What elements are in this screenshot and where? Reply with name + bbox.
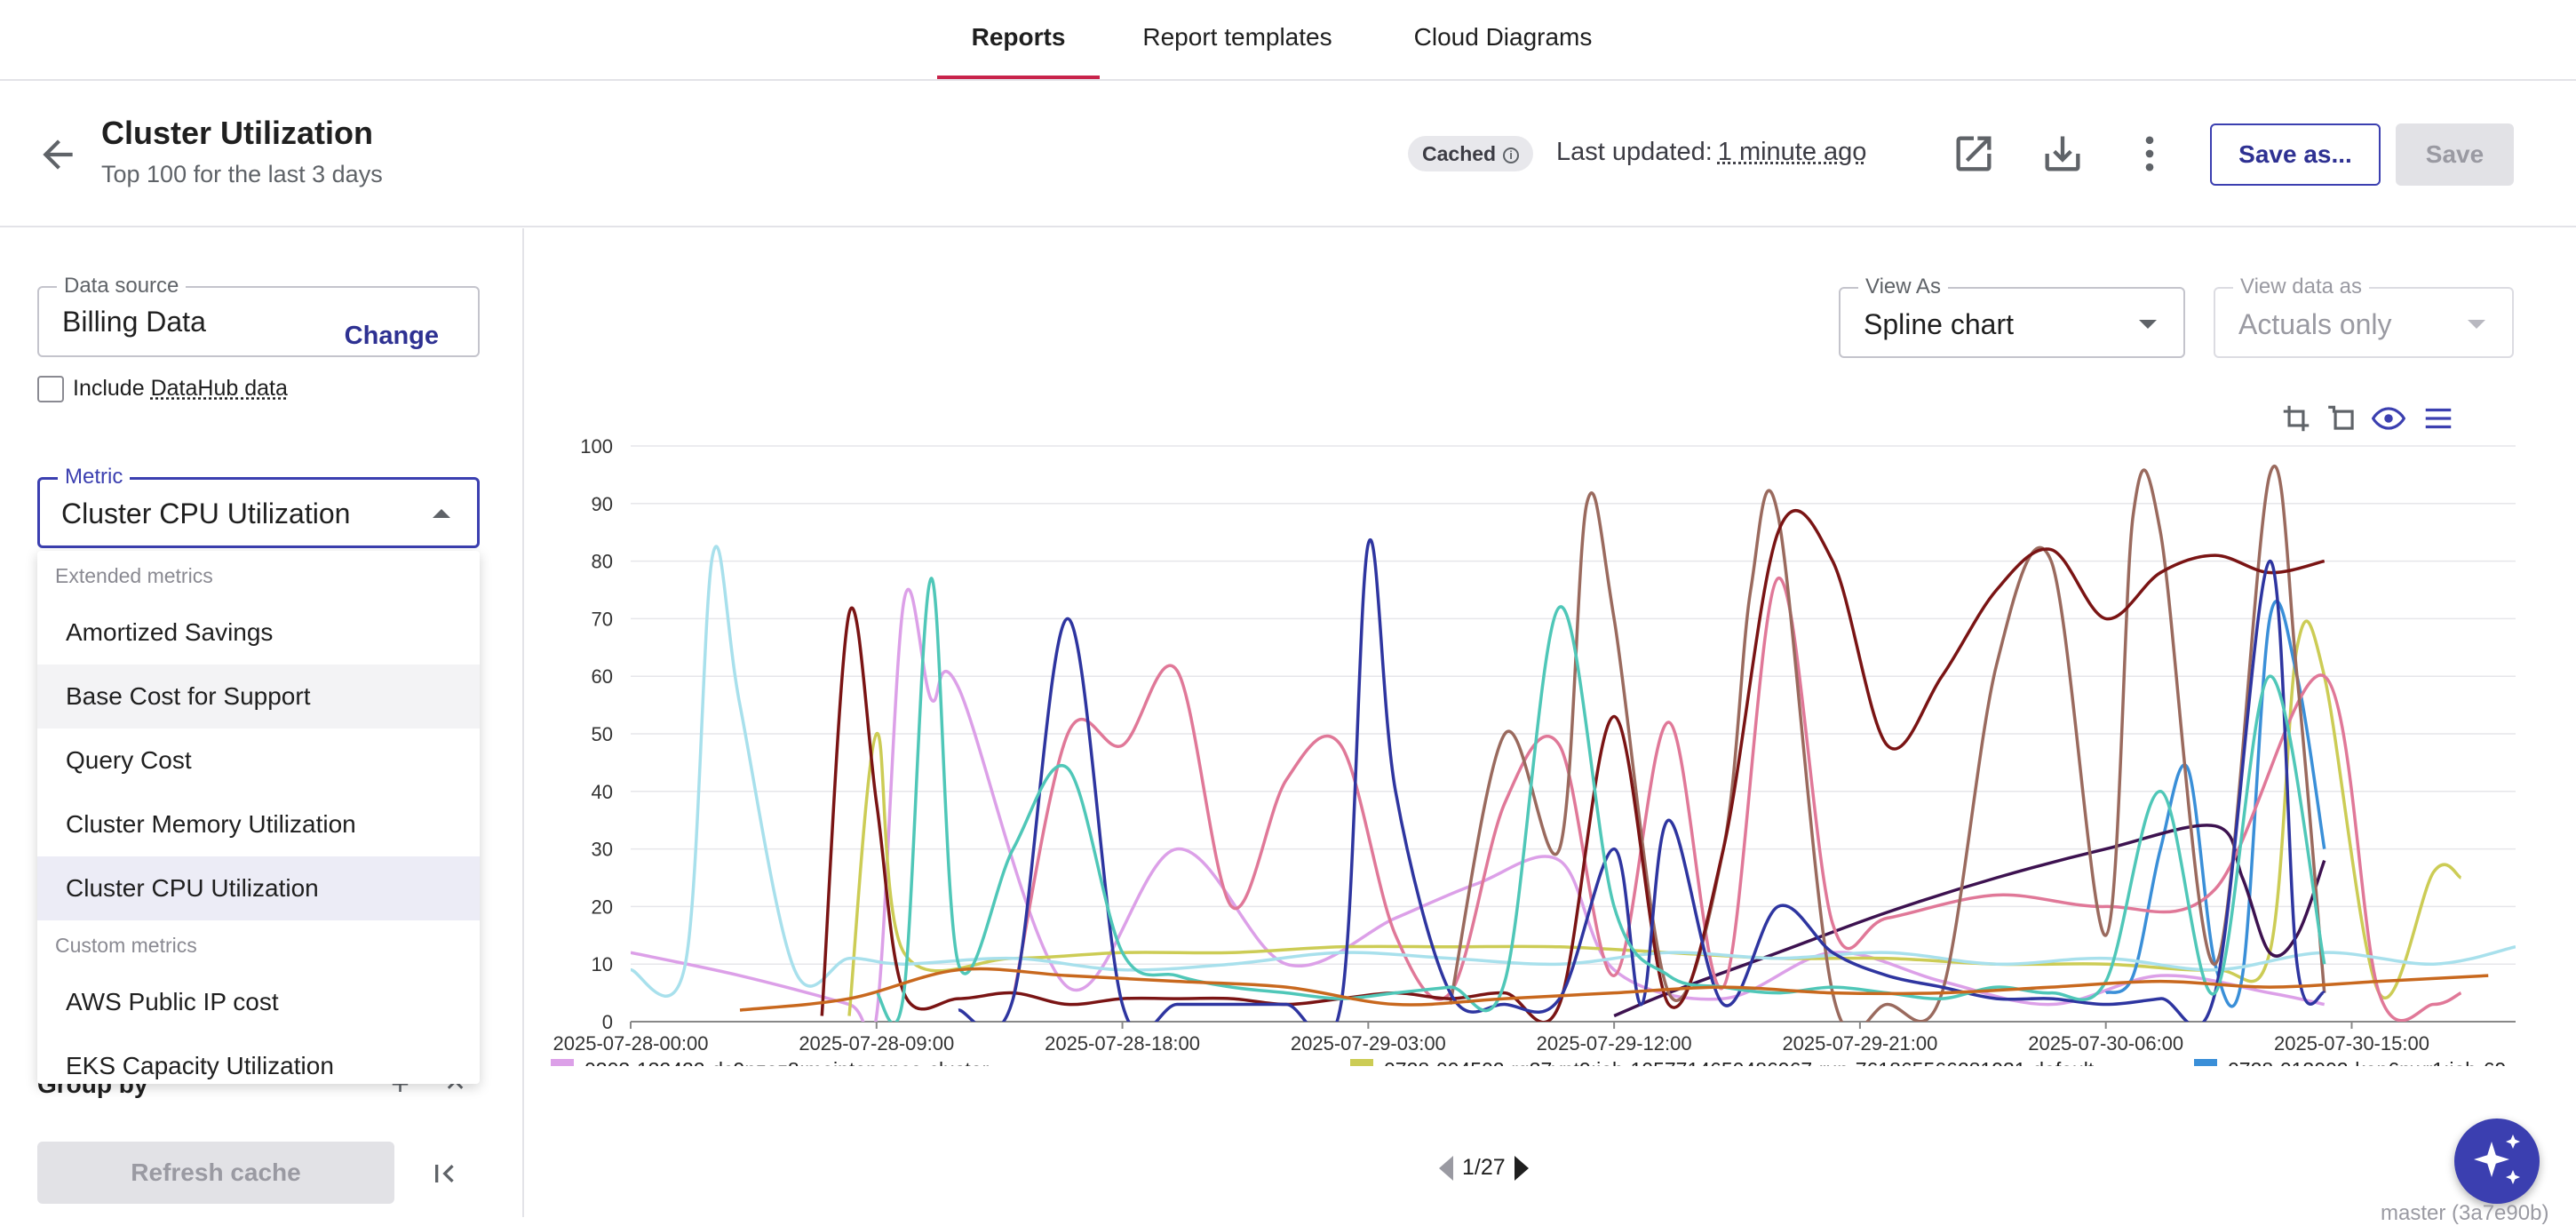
info-icon[interactable]: i: [1503, 147, 1520, 163]
tab-cloud-diagrams[interactable]: Cloud Diagrams: [1413, 23, 1593, 51]
legend-swatch: [1350, 1059, 1373, 1066]
tab-reports[interactable]: Reports: [937, 0, 1100, 79]
y-tick-label: 70: [592, 608, 613, 630]
page-title: Cluster Utilization: [101, 115, 374, 151]
dropdown-item-cluster-memory-utilization[interactable]: Cluster Memory Utilization: [66, 810, 356, 838]
x-tick-label: 2025-07-28-18:00: [1045, 1032, 1200, 1055]
y-tick-label: 90: [592, 493, 613, 515]
y-tick-label: 30: [592, 839, 613, 861]
report-header: Cluster Utilization Top 100 for the last…: [0, 81, 2576, 227]
x-tick-label: 2025-07-30-06:00: [2028, 1032, 2183, 1055]
legend-item: 0728-013002-kap6pwr1;job-69: [2228, 1058, 2506, 1066]
series-line: [1011, 577, 2462, 1022]
caret-up-icon: [433, 509, 450, 518]
y-tick-label: 100: [580, 435, 613, 458]
view-data-as-value: Actuals only: [2238, 308, 2392, 340]
y-tick-label: 0: [602, 1011, 613, 1033]
y-tick-label: 20: [592, 896, 613, 918]
caret-down-icon: [2468, 320, 2485, 329]
series-line: [739, 967, 2489, 1012]
dropdown-item-eks-capacity-utilization[interactable]: EKS Capacity Utilization: [66, 1052, 334, 1079]
metric-label: Metric: [58, 465, 131, 490]
download-icon[interactable]: [2039, 131, 2086, 177]
reset-zoom-icon[interactable]: [2326, 402, 2359, 435]
data-source-value: Billing Data: [62, 306, 206, 338]
metric-dropdown: Extended metrics Amortized Savings Base …: [37, 551, 480, 1084]
dropdown-item-amortized-savings[interactable]: Amortized Savings: [66, 618, 274, 646]
y-tick-label: 80: [592, 551, 613, 573]
series-line: [875, 577, 2326, 1022]
view-data-as-select[interactable]: View data as Actuals only: [2214, 275, 2514, 358]
last-updated: Last updated: 1 minute ago: [1556, 138, 1866, 167]
series-line: [1448, 465, 2326, 1022]
next-page-icon[interactable]: [1514, 1156, 1529, 1182]
spline-chart: 0 10 20 30 40 50 60 70 80 90 100 2025-07-28-00:00 20…: [551, 435, 2516, 1066]
save-as-button[interactable]: Save as...: [2210, 123, 2381, 186]
x-tick-label: 2025-07-28-00:00: [553, 1032, 709, 1055]
series-line: [958, 538, 2326, 1022]
legend-item: 0303-132422-dc9nzoz8;maintenance-cluster: [584, 1058, 990, 1066]
view-as-label: View As: [1858, 275, 1948, 299]
dropdown-item-base-cost-for-support[interactable]: Base Cost for Support: [37, 665, 480, 728]
data-source-field[interactable]: Data source Billing Data Change: [37, 274, 480, 357]
dropdown-group-label: Extended metrics: [55, 564, 213, 587]
change-data-source-button[interactable]: Change: [344, 322, 439, 350]
data-source-label: Data source: [57, 274, 187, 299]
y-tick-label: 50: [592, 723, 613, 745]
dropdown-group-label: Custom metrics: [55, 934, 197, 957]
view-as-select[interactable]: View As Spline chart: [1839, 275, 2185, 358]
x-tick-label: 2025-07-28-09:00: [799, 1032, 954, 1055]
menu-icon[interactable]: [2421, 402, 2455, 435]
include-datahub-checkbox[interactable]: [37, 376, 64, 402]
version-label: master (3a7e90b): [2381, 1201, 2549, 1225]
series-line: [820, 509, 2326, 1022]
x-tick-label: 2025-07-29-12:00: [1537, 1032, 1692, 1055]
view-data-as-label: View data as: [2233, 275, 2369, 299]
datahub-link[interactable]: DataHub data: [150, 376, 288, 401]
series-line: [631, 545, 2516, 998]
metric-select[interactable]: Metric Cluster CPU Utilization: [37, 465, 480, 548]
dropdown-item-cluster-cpu-utilization[interactable]: Cluster CPU Utilization: [37, 856, 480, 920]
pager-text: 1/27: [1462, 1155, 1506, 1180]
last-updated-label: Last updated:: [1556, 138, 1713, 166]
series-line: [631, 587, 2326, 1022]
cached-badge: Cached i: [1408, 136, 1534, 171]
last-updated-value: 1 minute ago: [1717, 138, 1867, 166]
legend-swatch: [551, 1059, 574, 1066]
y-tick-label: 10: [592, 953, 613, 975]
caret-down-icon: [2139, 320, 2157, 329]
cached-label: Cached: [1422, 142, 1497, 165]
view-as-value: Spline chart: [1864, 308, 2014, 340]
eye-icon[interactable]: [2372, 402, 2405, 435]
save-button[interactable]: Save: [2396, 123, 2514, 186]
sidebar: Data source Billing Data Change Include …: [0, 228, 524, 1217]
ai-assistant-button[interactable]: [2454, 1119, 2540, 1204]
legend-item: 0728-004502-rq37ynt9;job-105771465048696…: [1384, 1058, 2095, 1066]
y-tick-label: 60: [592, 665, 613, 688]
zoom-select-icon[interactable]: [2279, 402, 2313, 435]
include-prefix: Include: [73, 376, 145, 401]
y-tick-label: 40: [592, 781, 613, 803]
include-datahub-label: Include DataHub data: [73, 376, 288, 402]
series-line: [2104, 600, 2326, 1008]
more-vert-icon[interactable]: [2127, 131, 2173, 177]
x-tick-label: 2025-07-30-15:00: [2274, 1032, 2429, 1055]
x-tick-label: 2025-07-29-21:00: [1782, 1032, 1937, 1055]
refresh-cache-button[interactable]: Refresh cache: [37, 1142, 394, 1204]
x-tick-label: 2025-07-29-03:00: [1291, 1032, 1446, 1055]
dropdown-item-query-cost[interactable]: Query Cost: [66, 746, 192, 774]
legend-swatch: [2194, 1059, 2217, 1066]
sparkle-icon: [2474, 1134, 2520, 1184]
page-subtitle: Top 100 for the last 3 days: [101, 161, 383, 187]
open-external-icon[interactable]: [1951, 131, 1997, 177]
dropdown-item-aws-public-ip-cost[interactable]: AWS Public IP cost: [66, 988, 279, 1015]
top-nav: Reports Report templates Cloud Diagrams: [0, 0, 2576, 81]
arrow-left-icon[interactable]: [36, 132, 80, 177]
metric-value: Cluster CPU Utilization: [61, 498, 351, 529]
legend-pager: 1/27: [1439, 1155, 1529, 1182]
tab-report-templates[interactable]: Report templates: [1142, 23, 1332, 51]
collapse-sidebar-icon[interactable]: [426, 1156, 462, 1191]
prev-page-icon[interactable]: [1439, 1156, 1453, 1182]
